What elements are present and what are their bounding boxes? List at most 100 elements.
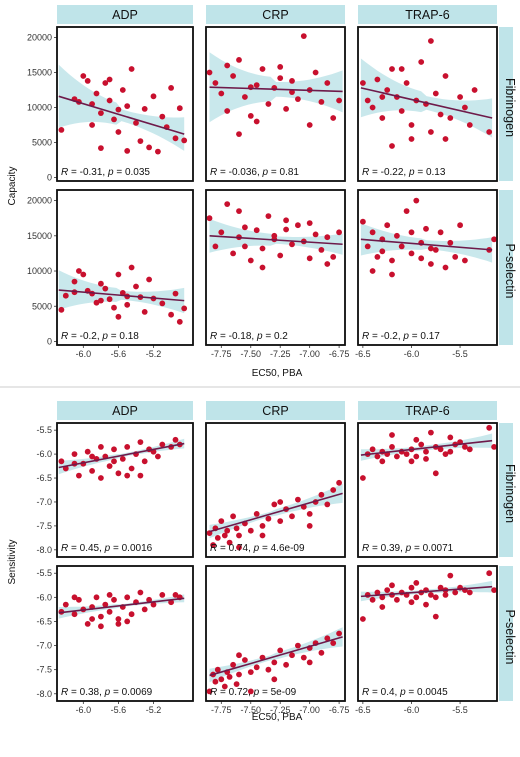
data-point (230, 513, 237, 520)
data-point (330, 254, 337, 260)
data-point (106, 463, 113, 469)
column-strip-label: CRP (262, 404, 288, 418)
data-point (336, 630, 342, 637)
panel-frame (56, 565, 194, 702)
data-point (379, 458, 386, 465)
data-point (379, 248, 386, 255)
column-strip-label: TRAP-6 (405, 404, 450, 418)
data-point (312, 69, 319, 76)
data-point (330, 640, 337, 646)
data-point (418, 59, 425, 65)
data-point (336, 229, 342, 236)
data-point (389, 432, 395, 438)
data-point (379, 94, 386, 100)
x-tick-label: -5.5 (452, 705, 468, 715)
data-point (226, 539, 233, 546)
stat-annotation: R = 0.45, p = 0.0016 (61, 543, 153, 554)
data-point (128, 66, 135, 72)
data-point (398, 243, 405, 250)
regression-line (58, 597, 185, 614)
data-point (428, 245, 434, 252)
data-point (413, 594, 420, 601)
data-point (442, 592, 449, 598)
data-point (119, 290, 126, 296)
data-point (58, 306, 65, 313)
data-point (128, 264, 135, 271)
x-tick-label: -6.5 (355, 349, 371, 359)
y-tick-label: -8.0 (36, 689, 52, 699)
data-point (93, 594, 100, 601)
data-point (423, 225, 429, 232)
data-point (115, 271, 122, 278)
x-tick-label: -5.5 (452, 349, 468, 359)
data-point (76, 472, 82, 479)
data-point (486, 424, 493, 431)
y-tick-label: -6.5 (36, 473, 52, 483)
data-point (221, 532, 228, 539)
data-point (242, 657, 248, 663)
y-tick-label: 20000 (27, 196, 52, 206)
row-strip-label: P-selectin (503, 610, 517, 665)
data-point (283, 661, 289, 668)
data-point (289, 241, 295, 248)
data-point (58, 458, 65, 465)
regression-line (209, 636, 343, 677)
regression-line (209, 492, 343, 533)
data-point (206, 69, 213, 76)
panel-trap-6-fibrinogen: R = -0.22, p = 0.13 (357, 26, 498, 182)
data-point (295, 222, 301, 229)
data-point (277, 518, 284, 524)
data-point (442, 73, 449, 79)
y-tick-label: -5.5 (36, 568, 52, 578)
data-point (76, 268, 82, 274)
data-point (247, 688, 254, 695)
y-tick-label: 15000 (27, 231, 52, 241)
x-tick-label: -7.50 (241, 705, 262, 715)
data-point (265, 666, 272, 673)
data-point (172, 436, 179, 443)
data-point (447, 572, 454, 579)
data-point (447, 115, 454, 121)
panel-border (357, 26, 498, 182)
data-point (452, 254, 459, 260)
data-point (447, 434, 454, 441)
data-point (389, 66, 395, 72)
data-point (437, 446, 444, 453)
data-point (265, 515, 272, 522)
panel-border (357, 422, 498, 558)
data-point (389, 444, 395, 450)
data-point (360, 218, 366, 225)
data-point (236, 652, 242, 659)
row-strip-label: Fibrinogen (503, 78, 517, 137)
x-tick-label: -6.0 (76, 349, 92, 359)
data-point (457, 222, 463, 229)
x-tick-label: -6.0 (404, 349, 420, 359)
y-tick-label: -8.0 (36, 545, 52, 555)
data-point (124, 148, 131, 154)
panel-border (56, 26, 194, 182)
data-point (295, 96, 301, 102)
data-point (247, 113, 254, 119)
panel-adp-p-selectin: R = 0.38, p = 0.0069 (56, 565, 194, 702)
data-point (80, 73, 87, 79)
data-point (230, 73, 237, 79)
data-point (389, 271, 395, 278)
data-point (428, 38, 434, 44)
data-point (312, 231, 319, 238)
data-point (462, 444, 468, 450)
data-point (218, 518, 225, 524)
data-point (408, 250, 415, 257)
data-point (247, 257, 254, 264)
data-point (106, 76, 113, 83)
column-strip-label: ADP (112, 8, 138, 22)
data-point (447, 448, 454, 455)
data-point (442, 451, 449, 457)
data-point (236, 131, 242, 138)
panel-frame (205, 189, 346, 346)
panel-trap-6-p-selectin: R = 0.4, p = 0.0045 (357, 565, 498, 702)
data-point (437, 111, 444, 118)
data-point (242, 94, 248, 100)
row-strip-fibrinogen (499, 27, 513, 181)
data-point (442, 136, 449, 142)
row-strip-label: Fibrinogen (503, 464, 517, 523)
